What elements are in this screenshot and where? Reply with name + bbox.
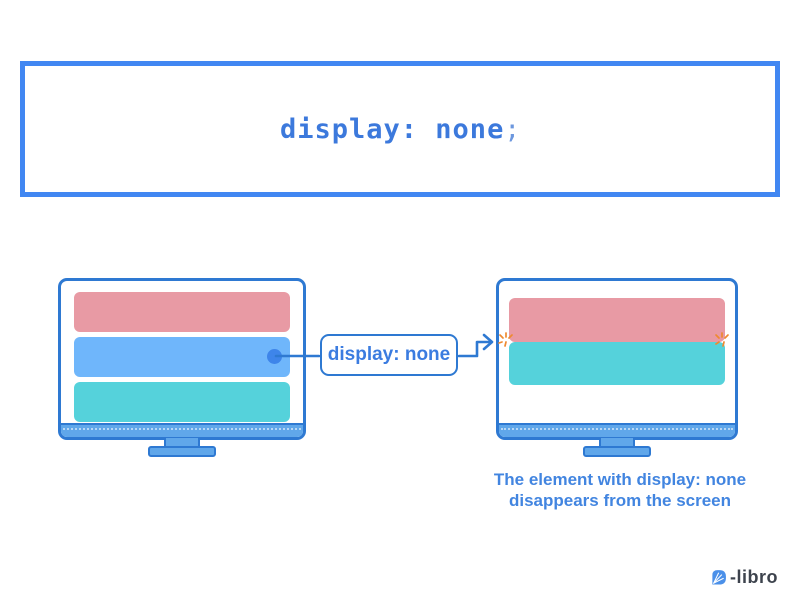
left-content-block-pink xyxy=(74,292,290,332)
connector-line-right xyxy=(457,340,491,358)
arrow-head-icon xyxy=(482,333,494,351)
right-content-block-pink xyxy=(509,298,725,342)
right-content-block-cyan xyxy=(509,342,725,385)
css-code-line: display: none; xyxy=(280,114,520,145)
monitor-left-screen xyxy=(58,278,306,440)
caption-line-1: The element with display: none xyxy=(493,470,747,489)
monitor-left-stand-base xyxy=(148,446,216,457)
css-code-box: display: none; xyxy=(20,61,780,197)
css-code-semicolon: ; xyxy=(504,114,520,145)
monitor-left-chin xyxy=(61,423,303,437)
caption: The element with display: none disappear… xyxy=(450,469,790,511)
d-libro-logo-icon xyxy=(712,570,726,585)
brand-logo: -libro xyxy=(708,567,778,588)
monitor-right-chin xyxy=(499,423,735,437)
monitor-right-stand-base xyxy=(583,446,651,457)
monitor-right-screen xyxy=(496,278,738,440)
display-none-label-box: display: none xyxy=(320,334,458,376)
left-content-block-cyan xyxy=(74,382,290,422)
display-none-label-text: display: none xyxy=(327,344,451,365)
css-code-text: display: none xyxy=(280,113,505,145)
left-content-block-blue xyxy=(74,337,290,377)
caption-line-2: disappears from the screen xyxy=(508,491,732,510)
target-element-dot xyxy=(267,349,282,364)
brand-logo-text: -libro xyxy=(730,567,778,587)
